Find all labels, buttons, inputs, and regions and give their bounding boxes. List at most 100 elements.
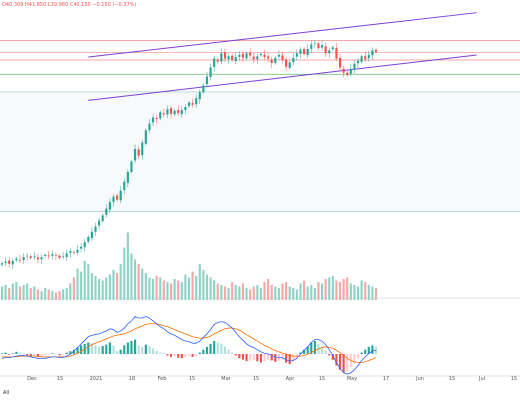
candle-body bbox=[87, 236, 90, 242]
macd-histogram-bar bbox=[173, 354, 176, 357]
volume-bar bbox=[0, 286, 4, 300]
candle-body bbox=[133, 148, 137, 161]
macd-histogram-bar bbox=[76, 347, 79, 354]
candle-body bbox=[259, 54, 263, 56]
macd-histogram-bar bbox=[123, 345, 126, 354]
volume-bar bbox=[184, 274, 187, 300]
macd-histogram-bar bbox=[360, 352, 363, 354]
macd-histogram-bar bbox=[69, 351, 72, 354]
macd-histogram-bar bbox=[44, 354, 47, 356]
volume-bar bbox=[115, 273, 119, 300]
candle-body bbox=[231, 55, 234, 61]
volume-bar bbox=[306, 286, 309, 300]
macd-histogram-bar bbox=[80, 345, 83, 354]
volume-bar bbox=[123, 247, 126, 300]
volume-bar bbox=[94, 276, 97, 300]
candle-body bbox=[155, 118, 158, 120]
macd-histogram-bar bbox=[320, 346, 324, 354]
volume-bar bbox=[331, 276, 334, 300]
macd-histogram-bar bbox=[119, 349, 122, 354]
macd-histogram-bar bbox=[180, 354, 183, 359]
volume-bar bbox=[209, 277, 212, 300]
volume-bar bbox=[62, 289, 65, 300]
volume-bar bbox=[40, 291, 43, 300]
macd-histogram-bar bbox=[234, 354, 237, 356]
candle-body bbox=[166, 109, 169, 115]
candle-body bbox=[338, 57, 342, 68]
macd-histogram-bar bbox=[126, 342, 129, 354]
candle-body bbox=[371, 50, 374, 56]
candle-body bbox=[36, 257, 40, 260]
range-all-button[interactable]: All bbox=[3, 390, 10, 396]
volume-bar bbox=[281, 283, 284, 300]
macd-histogram-bar bbox=[263, 354, 266, 362]
macd-histogram-bar bbox=[0, 353, 4, 354]
candle-body bbox=[54, 255, 58, 256]
candle-body bbox=[98, 220, 101, 226]
candle-body bbox=[177, 110, 180, 114]
volume-bar bbox=[320, 283, 324, 300]
macd-histogram-bar bbox=[245, 354, 248, 362]
candle-body bbox=[353, 63, 356, 70]
candle-body bbox=[18, 259, 22, 261]
candlestick-series bbox=[0, 40, 378, 270]
macd-histogram-bar bbox=[187, 354, 191, 356]
macd-histogram-bar bbox=[58, 354, 61, 356]
volume-bar bbox=[216, 283, 219, 300]
candle-body bbox=[234, 57, 237, 62]
volume-bar bbox=[299, 283, 302, 300]
volume-bar bbox=[105, 277, 108, 300]
macd-histogram-bar bbox=[367, 346, 370, 354]
candle-body bbox=[342, 68, 345, 73]
macd-histogram-bar bbox=[144, 344, 147, 354]
candle-body bbox=[209, 67, 212, 78]
volume-bar bbox=[227, 288, 230, 300]
macd-signal-line bbox=[2, 323, 377, 364]
macd-histogram-bar bbox=[72, 349, 76, 354]
candle-body bbox=[249, 52, 252, 56]
macd-histogram-bar bbox=[166, 354, 169, 356]
level-zone bbox=[0, 92, 520, 212]
candle-body bbox=[270, 59, 273, 64]
candle-body bbox=[65, 253, 68, 257]
candle-body bbox=[299, 49, 302, 54]
macd-line bbox=[1, 316, 377, 375]
candle-body bbox=[58, 255, 61, 258]
candle-body bbox=[180, 110, 183, 115]
volume-bar bbox=[324, 279, 327, 300]
macd-histogram-bar bbox=[162, 353, 165, 354]
candle-body bbox=[328, 50, 331, 54]
macd-histogram-bar bbox=[98, 346, 101, 354]
macd-histogram-bar bbox=[155, 351, 158, 354]
volume-bar bbox=[191, 271, 194, 300]
candle-body bbox=[295, 53, 298, 57]
macd-histogram-bar bbox=[223, 346, 227, 354]
volume-bar bbox=[8, 288, 11, 300]
candle-body bbox=[72, 252, 76, 253]
volume-bar bbox=[108, 274, 111, 300]
candle-body bbox=[137, 149, 140, 156]
candle-body bbox=[335, 47, 338, 59]
volume-bar bbox=[69, 283, 72, 300]
volume-bar bbox=[277, 288, 280, 300]
volume-bar bbox=[180, 282, 183, 300]
volume-bar bbox=[205, 274, 209, 300]
macd-histogram-bar bbox=[267, 354, 270, 360]
macd-histogram-bar bbox=[112, 345, 115, 354]
volume-bars bbox=[0, 232, 378, 300]
macd-histogram-bar bbox=[252, 354, 255, 360]
candle-body bbox=[324, 46, 327, 54]
macd-histogram-bar bbox=[40, 354, 43, 357]
candle-body bbox=[83, 242, 86, 248]
macd-histogram-bar bbox=[51, 353, 54, 354]
candle-body bbox=[62, 256, 65, 258]
x-tick-label: Jun bbox=[415, 376, 424, 382]
volume-bar bbox=[198, 264, 201, 300]
volume-bar bbox=[137, 264, 140, 300]
candle-body bbox=[40, 257, 43, 260]
candle-body bbox=[141, 142, 144, 156]
candle-body bbox=[288, 62, 291, 68]
volume-bar bbox=[90, 273, 93, 300]
x-tick-label: Jul bbox=[478, 376, 485, 382]
